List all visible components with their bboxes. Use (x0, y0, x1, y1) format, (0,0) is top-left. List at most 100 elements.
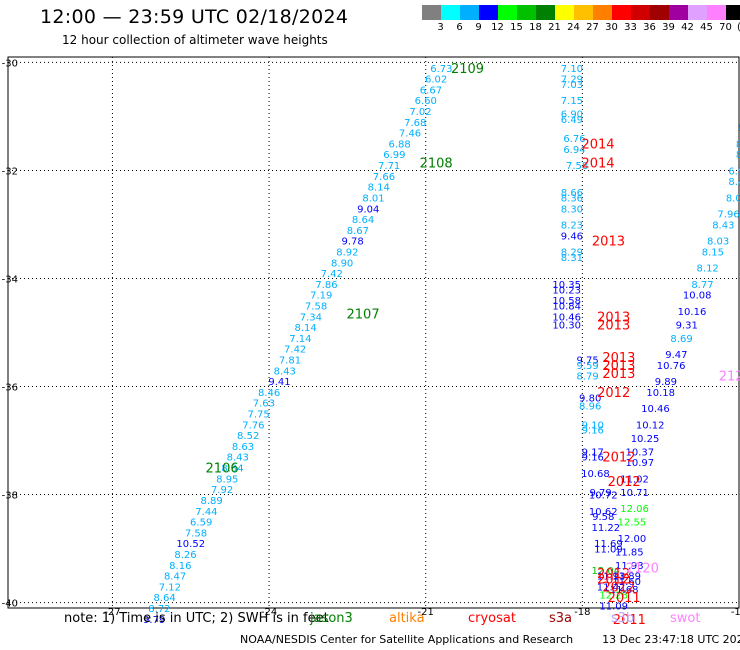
wave-height-label: 10.30 (552, 320, 581, 331)
wave-height-label: 8.92 (336, 247, 358, 258)
pass-number-label: 2013 (602, 367, 635, 382)
wave-height-label: 12.28 (599, 590, 628, 601)
colorbar-label: 36 (643, 22, 656, 33)
wave-height-label: 8.96 (579, 401, 601, 412)
wave-height-label: 9.80 (579, 393, 601, 404)
pass-number-label: 2014 (581, 137, 614, 152)
plot-frame (7, 56, 740, 609)
wave-height-label: 7.66 (373, 172, 395, 183)
wave-height-label: 10.12 (636, 420, 665, 431)
colorbar-swatch (422, 5, 441, 20)
pass-labels: 2109210821072106201420142013201320132013… (206, 62, 740, 628)
footer-credit: NOAA/NESDIS Center for Satellite Applica… (240, 633, 574, 646)
wave-height-label: 9.16 (582, 426, 604, 437)
pass-number-label: 2012 (597, 386, 630, 401)
wave-height-label: 11.60 (612, 577, 641, 588)
wave-height-label: 7.02 (409, 107, 431, 118)
pass-number-label: 212 (719, 370, 740, 385)
wave-height-label: 8.64 (352, 215, 374, 226)
x-tick-label: -27 (104, 607, 120, 618)
wave-height-label: 7.42 (321, 269, 343, 280)
wave-height-label: 7.68 (404, 118, 426, 129)
wave-height-label: 8.72 (148, 604, 170, 615)
wave-height-label: 7.34 (300, 312, 322, 323)
pass-number-label: 2012 (602, 580, 635, 595)
x-tick-label: -15 (731, 607, 740, 618)
wave-height-label: 10.46 (641, 404, 670, 415)
colorbar-label: 70 (719, 22, 732, 33)
wave-height-label: 11.89 (612, 572, 641, 583)
colorbar-swatch (536, 5, 555, 20)
chart-subtitle: 12 hour collection of altimeter wave hei… (62, 33, 328, 47)
wave-height-label: 8.31 (561, 253, 583, 264)
colorbar-label: 45 (700, 22, 713, 33)
wave-height-label: 8.14 (368, 183, 390, 194)
wave-height-label: 8.14 (294, 323, 316, 334)
colorbar-swatch (460, 5, 479, 20)
colorbar-label: (ft) (735, 22, 740, 33)
wave-height-label: 7.44 (195, 507, 217, 518)
y-tick-label: -38 (2, 491, 18, 502)
wave-height-label: 9.79 (589, 488, 611, 499)
colorbar-swatch (593, 5, 612, 20)
wave-height-label: 6.76 (563, 134, 585, 145)
legend-jason3: jason3 (310, 611, 353, 626)
wave-height-label: 9.10 (582, 420, 604, 431)
wave-height-label: 10.08 (683, 291, 712, 302)
wave-height-label: 9.41 (268, 377, 290, 388)
colorbar-label: 15 (510, 22, 523, 33)
wave-height-label: 9.58 (592, 512, 614, 523)
colorbar-label: 42 (681, 22, 694, 33)
wave-height-label: 8 (736, 139, 740, 150)
wave-height-label: 6.02 (425, 75, 447, 86)
legend-cryosat: cryosat (468, 611, 516, 626)
wave-height-label: 8.95 (216, 474, 238, 485)
wave-height-label: 11.09 (599, 601, 628, 612)
wave-height-label: 8.29 (561, 247, 583, 258)
wave-height-label: 7.29 (561, 75, 583, 86)
pass-number-label: 2012 (608, 475, 641, 490)
wave-height-label: 7.86 (315, 280, 337, 291)
wave-height-label: 7.58 (305, 301, 327, 312)
colorbar-swatch (517, 5, 536, 20)
wave-height-label: 6.67 (420, 85, 442, 96)
wave-height-label: 6.9 (728, 166, 740, 177)
wave-height-label: 10.25 (631, 434, 660, 445)
x-tick-label: -21 (418, 607, 434, 618)
footer: NOAA/NESDIS Center for Satellite Applica… (240, 633, 740, 646)
wave-height-label: 9.79 (143, 615, 165, 626)
wave-height-label: 9.59 (576, 361, 598, 372)
colorbar-swatch (669, 5, 688, 20)
colorbar-label: 30 (605, 22, 618, 33)
axis-tick-labels: -27 -24 -21 -18 -15 -30 -32 -34 -36 -38 -40 (2, 58, 740, 618)
wave-height-label: 8.67 (347, 226, 369, 237)
colorbar-label: 3 (437, 22, 444, 33)
wave-height-label: 11.09 (594, 545, 623, 556)
pass-number-label: 2011 (608, 591, 641, 606)
wave-height-label: 7.03 (561, 80, 583, 91)
pass-number-label: 2106 (206, 462, 239, 477)
legend-bar: note: 1) Time is in UTC; 2) SWH is in fe… (0, 611, 740, 631)
wave-height-label: 11.93 (597, 572, 626, 583)
wave-height-label: 11.02 (620, 474, 649, 485)
pass-number-label: 2120 (626, 561, 659, 576)
wave-height-label: 7.96 (717, 210, 739, 221)
colorbar-swatch (479, 5, 498, 20)
wave-height-label: 10.18 (646, 388, 675, 399)
wave-height-label: 12.00 (618, 534, 647, 545)
wave-height-label: 9.31 (676, 320, 698, 331)
wave-height-label: 6.59 (190, 518, 212, 529)
wave-height-label: 7.92 (211, 485, 233, 496)
wave-height-label: 8.23 (561, 220, 583, 231)
wave-height-label: 10.84 (552, 301, 581, 312)
wave-height-label: 12.55 (618, 518, 647, 529)
wave-height-label: 6.49 (561, 115, 583, 126)
colorbar-label: 27 (586, 22, 599, 33)
wave-height-label: 6.73 (430, 64, 452, 75)
pass-number-label: 2012 (602, 451, 635, 466)
pass-number-label: 2013 (597, 318, 630, 333)
wave-height-label: 8.47 (164, 572, 186, 583)
x-tick-label: -24 (261, 607, 277, 618)
wave-height-label: 9.78 (341, 237, 363, 248)
